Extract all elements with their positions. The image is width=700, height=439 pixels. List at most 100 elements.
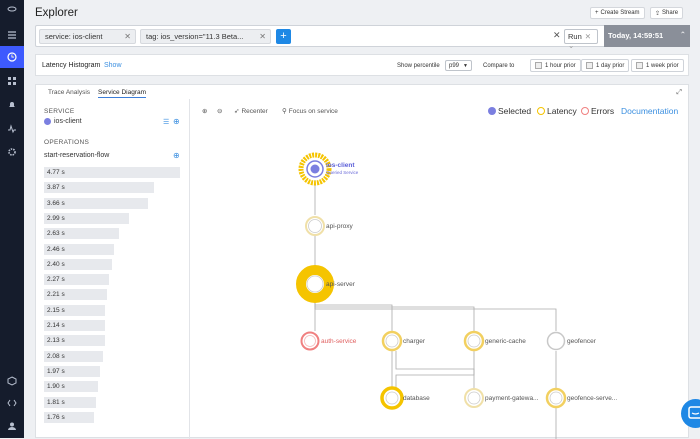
chat-button[interactable] — [681, 399, 700, 428]
compare-1h-button[interactable]: 1 hour prior — [530, 59, 581, 72]
clock-icon[interactable] — [0, 46, 24, 68]
duration-bar[interactable]: 2.15 s — [44, 304, 105, 316]
duration-bar[interactable]: 1.81 s — [44, 396, 96, 408]
operation-name[interactable]: start-reservation-flow — [44, 152, 110, 159]
node-label: payment-gatewa... — [485, 395, 539, 402]
cube-icon[interactable] — [0, 370, 24, 392]
service-dot-icon — [44, 118, 51, 125]
duration-bar[interactable]: 1.76 s — [44, 411, 94, 423]
date-picker[interactable]: Today, 14:59:51 ⌃ — [604, 25, 690, 47]
analysis-panel: Trace Analysis Service Diagram ⤢ SERVICE… — [35, 84, 689, 439]
zoom-out-icon[interactable]: ⊖ — [217, 108, 223, 115]
query-chip-tag[interactable]: tag: ios_version="11.3 Beta... ✕ — [140, 29, 271, 44]
node-database[interactable]: database — [380, 386, 430, 410]
node-ios-client[interactable]: ios-client Queried Service — [298, 152, 359, 186]
percentile-select[interactable]: p99 ▼ — [445, 60, 472, 71]
node-label: database — [403, 395, 430, 402]
error-ring-icon — [581, 107, 589, 115]
tab-service-diagram[interactable]: Service Diagram — [98, 89, 147, 98]
duration-bar[interactable]: 2.40 s — [44, 258, 112, 270]
share-icon: ⇪ — [655, 10, 661, 17]
duration-bar[interactable]: 2.27 s — [44, 274, 109, 286]
bell-icon[interactable] — [0, 94, 24, 116]
list-icon[interactable] — [0, 24, 24, 46]
close-icon[interactable]: ✕ — [259, 32, 266, 41]
compare-1d-button[interactable]: 1 day prior — [581, 59, 630, 72]
duration-bar[interactable]: 1.90 s — [44, 381, 98, 393]
node-api-server[interactable]: api-server — [296, 265, 356, 303]
node-auth-service[interactable]: auth-service — [300, 331, 357, 351]
share-button[interactable]: ⇪ Share — [650, 7, 684, 19]
duration-bar[interactable]: 2.46 s — [44, 243, 114, 255]
checkbox[interactable] — [636, 62, 643, 69]
checkbox[interactable] — [586, 62, 593, 69]
latency-histogram-label: Latency Histogram — [42, 62, 101, 69]
duration-bar[interactable]: 2.99 s — [44, 212, 129, 224]
service-label: SERVICE — [44, 108, 75, 115]
node-label: generic-cache — [485, 338, 526, 345]
run-select[interactable]: Run ✕ ⌄ — [564, 29, 598, 50]
duration-bar[interactable]: 3.87 s — [44, 182, 154, 194]
legend-selected: Selected — [488, 106, 531, 116]
duration-bar[interactable]: 2.08 s — [44, 350, 103, 362]
node-label: geofencer — [567, 338, 597, 345]
zoom-in-icon[interactable]: ⊕ — [202, 108, 208, 115]
node-geofencer[interactable]: geofencer — [546, 331, 597, 351]
plus-icon: + — [595, 10, 599, 16]
operations-label: OPERATIONS — [44, 139, 90, 146]
show-histogram-link[interactable]: Show — [104, 62, 122, 69]
nav-rail — [0, 0, 24, 438]
legend-errors: Errors — [581, 106, 614, 116]
duration-bar[interactable]: 3.66 s — [44, 197, 148, 209]
duration-bar[interactable]: 2.63 s — [44, 228, 119, 240]
service-graph: ios-client Queried Service api-proxy api… — [296, 152, 617, 439]
node-generic-cache[interactable]: generic-cache — [463, 330, 526, 352]
documentation-link[interactable]: Documentation — [621, 106, 679, 116]
selected-dot-icon — [488, 107, 496, 115]
add-circle-icon[interactable]: ⊕ — [173, 117, 180, 126]
node-label: api-proxy — [326, 223, 353, 230]
node-label: auth-service — [321, 338, 357, 345]
focus-service-button[interactable]: ⚲ Focus on service — [282, 107, 338, 116]
pulse-icon[interactable] — [0, 118, 24, 140]
edge — [395, 351, 475, 388]
compare-1w-button[interactable]: 1 week prior — [631, 59, 684, 72]
code-icon[interactable] — [0, 392, 24, 414]
caret-icon: ▼ — [463, 63, 468, 69]
add-filter-button[interactable]: + — [276, 29, 291, 44]
create-stream-button[interactable]: + Create Stream — [590, 7, 645, 19]
pin-icon: ⚲ — [282, 108, 287, 115]
user-icon[interactable] — [0, 415, 24, 437]
node-sublabel: Queried Service — [326, 170, 359, 175]
list-icon[interactable]: ☰ — [163, 119, 170, 126]
clear-query-icon[interactable]: ✕ — [553, 30, 561, 40]
node-geofence-server[interactable]: geofence-serve... — [545, 387, 617, 409]
gear-icon[interactable] — [0, 141, 24, 163]
legend-latency: Latency — [537, 106, 577, 116]
logo-icon[interactable] — [0, 0, 24, 18]
arrow-icon: ➶ — [234, 108, 240, 115]
edge — [314, 294, 393, 331]
page-title: Explorer — [35, 7, 78, 19]
query-chip-service[interactable]: service: ios-client ✕ — [39, 29, 136, 44]
duration-bar[interactable]: 4.77 s — [44, 167, 180, 178]
duration-bar[interactable]: 2.14 s — [44, 320, 105, 331]
dashboard-icon[interactable] — [0, 70, 24, 92]
duration-bar[interactable]: 2.13 s — [44, 335, 105, 347]
add-circle-icon[interactable]: ⊕ — [173, 151, 180, 160]
recenter-button[interactable]: ➶ Recenter — [234, 107, 268, 116]
close-icon[interactable]: ✕ — [124, 32, 131, 41]
node-label: geofence-serve... — [567, 395, 617, 402]
tab-trace-analysis[interactable]: Trace Analysis — [48, 89, 91, 96]
selected-service[interactable]: ios-client — [44, 118, 82, 125]
node-api-proxy[interactable]: api-proxy — [305, 216, 353, 236]
duration-bar[interactable]: 1.97 s — [44, 365, 100, 377]
duration-bar[interactable]: 2.21 s — [44, 289, 107, 301]
latency-ring-icon — [537, 107, 545, 115]
query-bar[interactable]: service: ios-client ✕ tag: ios_version="1… — [35, 25, 690, 50]
checkbox[interactable] — [535, 62, 542, 69]
node-label: ios-client — [326, 162, 355, 169]
node-payment-gateway[interactable]: payment-gatewa... — [464, 388, 539, 408]
expand-icon[interactable]: ⤢ — [676, 89, 682, 96]
node-charger[interactable]: charger — [381, 330, 426, 352]
